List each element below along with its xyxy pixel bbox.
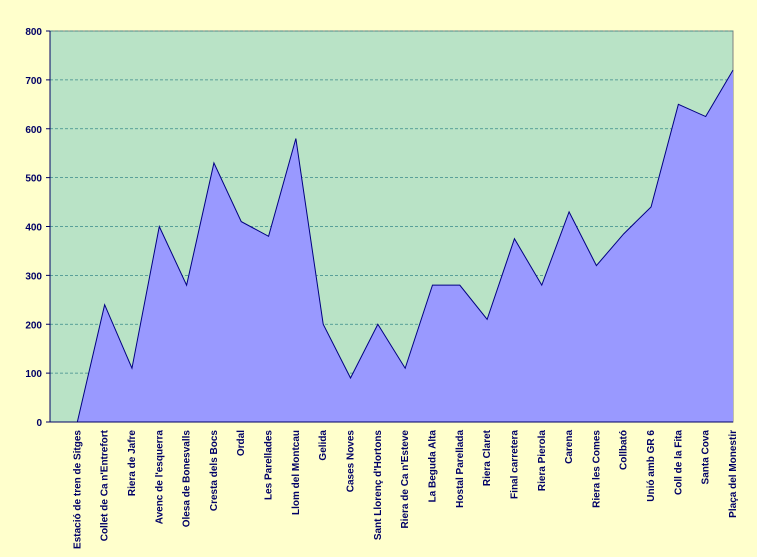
x-tick-label: Les Parellades [264,430,275,500]
x-tick-label: Cases Noves [346,430,357,493]
x-tick-label: Coll de la Fita [673,430,684,495]
x-tick-label: Ordal [236,430,247,456]
x-tick-label: Llom del Montcau [291,430,302,515]
y-tick-label: 400 [25,223,42,234]
x-tick-label: Unió amb GR 6 [646,430,657,502]
x-tick-label: Riera de Jafre [127,430,138,497]
y-tick-label: 100 [25,369,42,380]
x-tick-label: Final carretera [509,430,520,499]
x-tick-label: Collet de Ca n'Entrefort [100,429,111,541]
y-tick-label: 0 [36,418,42,429]
x-tick-label: Avenc de l'esquerra [154,430,165,525]
x-tick-label: Santa Cova [701,430,712,485]
y-tick-label: 800 [25,27,42,38]
x-tick-label: Gelida [318,430,329,461]
y-tick-label: 600 [25,125,42,136]
x-tick-label: Cresta dels Bocs [209,430,220,512]
x-tick-label: Riera de Ca n'Esteve [400,430,411,529]
x-tick-label: Collbató [619,430,630,470]
x-tick-label: Hostal Parellada [455,430,466,508]
x-tick-label: Riera Pierola [537,430,548,492]
line [76,69,734,423]
x-tick-label: La Beguda Alta [427,430,438,503]
area [77,70,733,422]
x-tick-label: Plaça del Monestir [728,430,739,518]
x-tick-label: Sant Llorenç d'Hortons [373,430,384,541]
x-tick-label: Riera les Comes [591,430,602,508]
y-tick-label: 200 [25,320,42,331]
x-tick-label: Estació de tren de Sitges [72,430,83,549]
y-tick-label: 500 [25,174,42,185]
x-tick-label: Olesa de Bonesvalls [182,430,193,528]
y-tick-label: 700 [25,76,42,87]
x-tick-label: Carena [564,430,575,464]
x-tick-label: Riera Claret [482,429,493,486]
y-tick-label: 300 [25,271,42,282]
